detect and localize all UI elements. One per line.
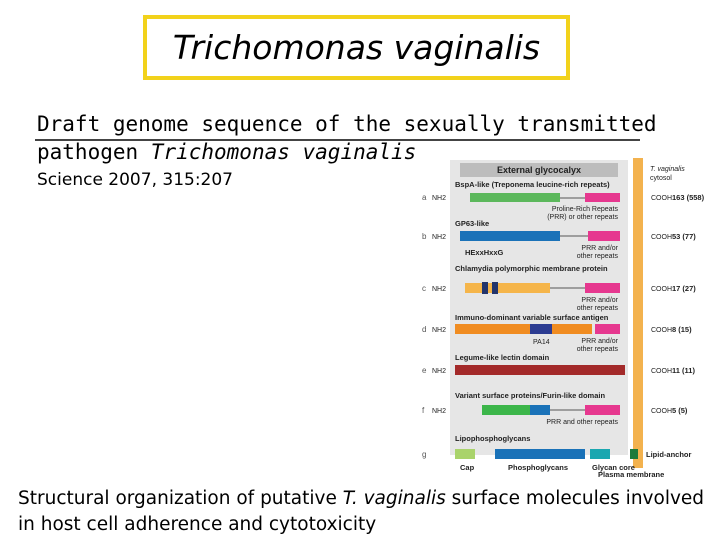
text: surface molecules involved in host cell … (18, 488, 705, 535)
nh2: NH2 (432, 408, 446, 415)
domain (495, 449, 585, 459)
domain (455, 449, 475, 459)
part-label: Cap (460, 463, 475, 472)
rule (35, 139, 640, 141)
annotation: other repeats (577, 346, 619, 353)
row-title: Variant surface proteins/Furin-like doma… (455, 391, 605, 400)
row-letter: a (422, 193, 427, 202)
row-title: GP63-like (455, 219, 489, 228)
domain (455, 365, 625, 375)
domain (465, 283, 550, 293)
row-title: Immuno-dominant variable surface antigen (455, 313, 609, 322)
annotation: PRR and/or (581, 297, 618, 304)
nh2: NH2 (432, 368, 446, 375)
domain (590, 449, 610, 459)
text: T. vaginalis (342, 488, 446, 509)
row-title: Legume-like lectin domain (455, 353, 550, 362)
title: Trichomonas vaginalis (143, 15, 570, 80)
count: 163 (558) (672, 193, 705, 202)
header-bar (460, 163, 618, 177)
text: pathogen (37, 140, 151, 164)
text: Trichomonas vaginalis (150, 140, 417, 164)
row-title: Chlamydia polymorphic membrane protein (455, 264, 608, 273)
cooh: COOH (651, 408, 672, 415)
row-letter: d (422, 325, 426, 334)
nh2: NH2 (432, 286, 446, 293)
cooh: COOH (651, 234, 672, 241)
label: cytosol (650, 175, 672, 182)
row-labels: a BspA-like (Treponema leucine-rich repea… (422, 180, 705, 479)
motif (492, 282, 498, 294)
domain (552, 324, 592, 334)
annotation: PRR and/or (581, 245, 618, 252)
annotation: (PRR) or other repeats (547, 214, 618, 221)
cooh: COOH (651, 368, 672, 375)
row-letter: c (422, 284, 426, 293)
domain-label: PA14 (533, 339, 550, 346)
row-title: Lipophosphoglycans (455, 434, 530, 443)
annotation: PRR and other repeats (546, 419, 618, 426)
domain (630, 449, 638, 459)
annotation: other repeats (577, 253, 619, 260)
row-letter: g (422, 450, 426, 459)
subtitle: Draft genome sequence of the sexually tr… (37, 110, 657, 166)
part-label: Phosphoglycans (508, 463, 568, 472)
caption: Structural organization of putative T. v… (18, 486, 718, 538)
row-letter: e (422, 366, 427, 375)
label: External glycocalyx (497, 165, 581, 175)
cooh: COOH (651, 195, 672, 202)
nh2: NH2 (432, 195, 446, 202)
row-letter: f (422, 406, 425, 415)
citation: Science 2007, 315:207 (37, 170, 233, 190)
domain (595, 324, 620, 334)
motif-label: HExxHxxG (465, 248, 504, 257)
figure: External glycocalyx T. vaginalis cytosol… (422, 158, 705, 479)
domain (588, 231, 620, 241)
subtitle-line: Draft genome sequence of the sexually tr… (37, 112, 657, 136)
count: 53 (77) (672, 232, 696, 241)
domain (530, 405, 550, 415)
domain (530, 324, 552, 334)
nh2: NH2 (432, 234, 446, 241)
domain (585, 283, 620, 293)
membrane-label: Plasma membrane (598, 470, 664, 479)
nh2: NH2 (432, 327, 446, 334)
row-title: BspA-like (Treponema leucine-rich repeat… (455, 180, 610, 189)
subtitle-line: pathogen Trichomonas vaginalis (37, 138, 657, 166)
cooh: COOH (651, 327, 672, 334)
domain (455, 324, 530, 334)
domain (585, 193, 620, 202)
motif (482, 282, 488, 294)
annotation: other repeats (577, 305, 619, 312)
annotation: Proline-Rich Repeats (552, 206, 619, 213)
domain (470, 193, 560, 202)
domain (482, 405, 530, 415)
membrane (633, 158, 643, 468)
domain (585, 405, 620, 415)
part-label: Glycan core (592, 463, 635, 472)
annotation: PRR and/or (581, 338, 618, 345)
count: 17 (27) (672, 284, 696, 293)
row-letter: b (422, 232, 427, 241)
count: 11 (11) (672, 366, 695, 375)
count: 8 (15) (672, 325, 692, 334)
cooh: COOH (651, 286, 672, 293)
anchor-label: Lipid-anchor (646, 450, 691, 459)
label: T. vaginalis (650, 166, 685, 173)
domain (460, 231, 560, 241)
count: 5 (5) (672, 406, 688, 415)
text: Structural organization of putative (18, 488, 343, 509)
